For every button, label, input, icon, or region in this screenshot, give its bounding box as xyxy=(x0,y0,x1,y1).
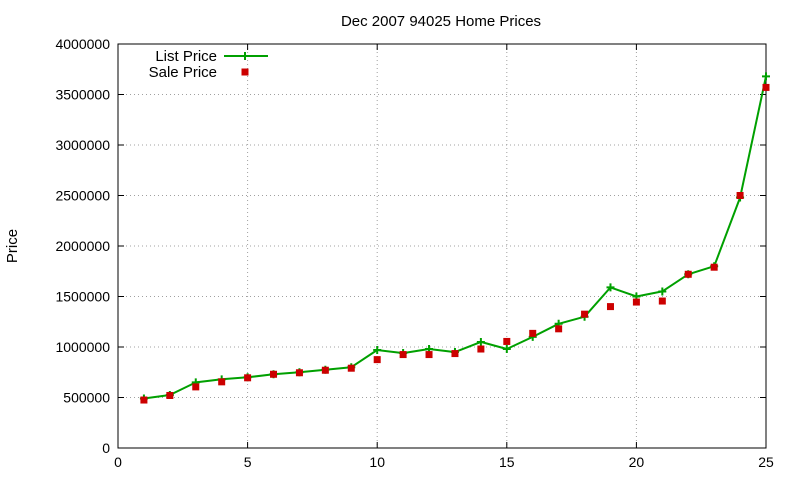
legend-marker-list-price xyxy=(241,52,249,60)
y-axis-label: Price xyxy=(4,229,21,263)
legend-label-sale-price: Sale Price xyxy=(149,64,217,81)
y-tick-label: 1500000 xyxy=(55,289,110,305)
sale-price-point xyxy=(658,297,666,305)
sale-price-point xyxy=(684,270,692,278)
y-tick-label: 3000000 xyxy=(55,137,110,153)
x-tick-label: 25 xyxy=(758,454,774,470)
tick-labels: 0 500000 1000000 1500000 2000000 2500000 30000… xyxy=(55,36,774,470)
sale-price-point xyxy=(762,83,770,91)
sale-price-point xyxy=(710,263,718,271)
sale-price-point xyxy=(581,310,589,318)
sale-price-point xyxy=(399,351,407,359)
x-tick-label: 10 xyxy=(369,454,385,470)
sale-price-point xyxy=(166,391,174,399)
sale-price-point xyxy=(347,364,355,372)
sale-price-point xyxy=(140,396,148,404)
sale-price-point xyxy=(425,351,433,359)
sale-price-point xyxy=(270,370,278,378)
x-tick-label: 15 xyxy=(499,454,515,470)
y-tick-label: 500000 xyxy=(63,390,110,406)
y-tick-label: 0 xyxy=(102,440,110,456)
sale-price-point xyxy=(295,369,303,377)
legend-label-list-price: List Price xyxy=(155,48,217,65)
sale-price-point xyxy=(451,350,459,358)
list-price-point xyxy=(476,337,485,346)
sale-price-point xyxy=(192,383,200,391)
y-tick-label: 4000000 xyxy=(55,36,110,52)
sale-price-point xyxy=(477,345,485,353)
legend: List Price Sale Price xyxy=(149,48,268,81)
y-tick-label: 2000000 xyxy=(55,238,110,254)
sale-price-point xyxy=(555,325,563,333)
sale-price-point xyxy=(373,356,381,364)
y-tick-label: 1000000 xyxy=(55,339,110,355)
y-tick-label: 3500000 xyxy=(55,87,110,103)
grid-lines xyxy=(118,44,766,448)
list-price-point xyxy=(502,345,511,354)
x-tick-label: 0 xyxy=(114,454,122,470)
series-layer xyxy=(139,72,770,404)
chart-title: Dec 2007 94025 Home Prices xyxy=(341,13,541,30)
legend-marker-sale-price xyxy=(241,68,249,76)
sale-price-point xyxy=(218,378,226,386)
sale-price-point xyxy=(606,303,614,311)
y-tick-label: 2500000 xyxy=(55,188,110,204)
list-price-point xyxy=(606,283,615,292)
sale-price-point xyxy=(529,329,537,337)
sale-price-point xyxy=(736,192,744,199)
list-price-point xyxy=(658,287,667,296)
x-tick-label: 5 xyxy=(244,454,252,470)
axis-ticks xyxy=(117,43,767,449)
list-price-point xyxy=(373,346,382,355)
list-price-point xyxy=(762,72,770,81)
sale-price-point xyxy=(244,374,252,382)
sale-price-point xyxy=(321,366,329,374)
x-tick-label: 20 xyxy=(629,454,645,470)
sale-price-point xyxy=(503,337,511,345)
sale-price-point xyxy=(632,298,640,306)
